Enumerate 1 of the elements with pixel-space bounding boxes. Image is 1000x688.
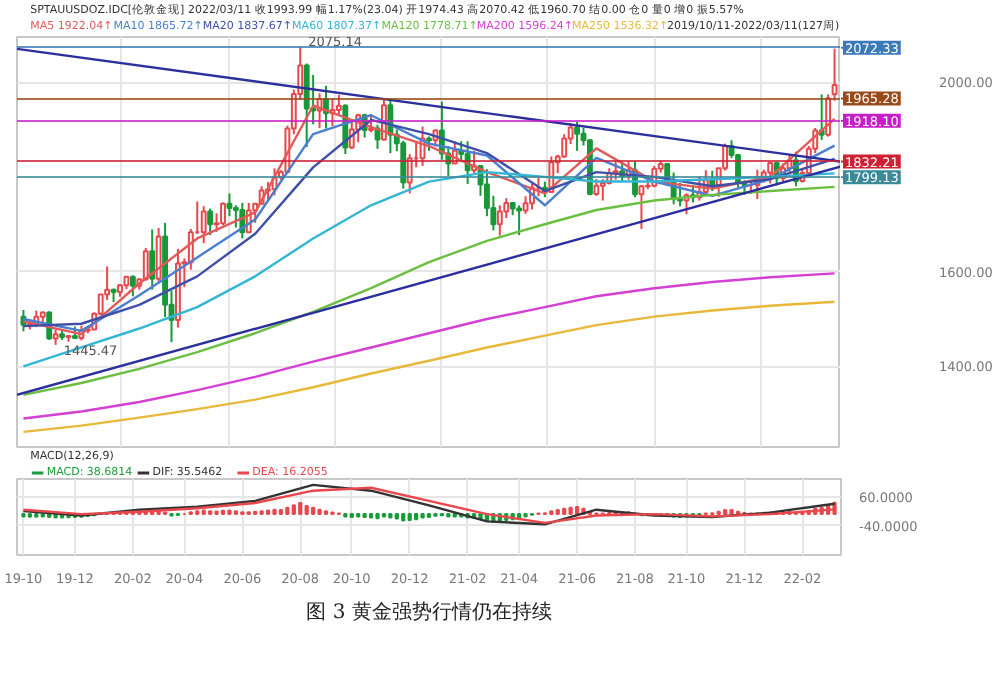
caption: 图 3 黄金强势行情仍在持续 [306, 600, 552, 624]
